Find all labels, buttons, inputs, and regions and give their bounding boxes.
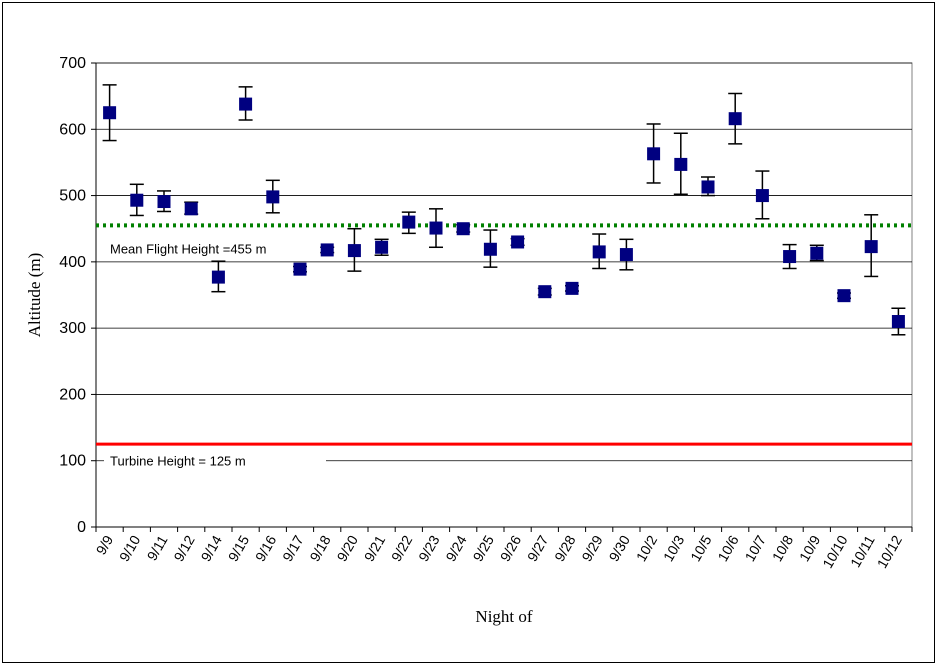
data-point	[347, 244, 361, 258]
x-tick-label: 10/12	[874, 532, 905, 571]
x-axis-ticks: 9/9 9/10 9/11 9/12 9/14 9/15 9/16 9/17 9/18 9/20 9…	[93, 527, 913, 571]
data-point	[511, 235, 525, 249]
x-tick-label: 9/30	[606, 532, 634, 564]
x-axis-title: Night of	[475, 607, 532, 626]
x-tick-label: 9/15	[225, 532, 253, 564]
x-tick-label: 9/21	[361, 532, 389, 564]
x-tick-label: 9/20	[334, 532, 362, 564]
data-point	[592, 245, 606, 259]
x-tick-label: 9/18	[306, 532, 334, 564]
data-point	[538, 285, 552, 299]
data-point	[429, 221, 443, 235]
x-tick-label: 9/28	[551, 532, 579, 564]
y-tick-label: 600	[59, 121, 86, 138]
data-point	[103, 106, 117, 120]
y-axis-ticks: 0 100 200 300 400 500 600 700	[59, 55, 96, 536]
x-tick-label: 9/11	[144, 532, 171, 563]
data-point	[375, 240, 389, 254]
y-axis-title: Altitude (m)	[25, 253, 44, 338]
turbine-label-background	[104, 451, 326, 472]
y-tick-label: 300	[59, 320, 86, 337]
data-point	[647, 147, 661, 161]
data-point	[891, 315, 905, 329]
x-tick-label: 10/3	[660, 532, 688, 564]
data-point	[293, 262, 307, 276]
x-tick-label: 9/14	[198, 532, 226, 564]
x-tick-label: 9/22	[388, 532, 416, 564]
data-point	[701, 180, 715, 194]
x-tick-label: 10/5	[687, 532, 715, 564]
data-point	[239, 97, 253, 111]
data-point	[320, 243, 334, 257]
data-point	[619, 248, 633, 262]
data-point	[211, 270, 225, 284]
data-point	[674, 157, 688, 171]
data-point	[483, 242, 497, 256]
x-tick-label: 9/23	[415, 532, 443, 564]
x-tick-label: 9/24	[442, 532, 470, 564]
data-point	[864, 240, 878, 254]
x-tick-label: 10/8	[769, 532, 797, 564]
plot-area	[95, 62, 913, 528]
data-point	[755, 189, 769, 203]
x-tick-label: 10/11	[847, 532, 878, 570]
x-tick-label: 9/12	[170, 532, 198, 564]
x-tick-label: 9/27	[524, 532, 552, 564]
y-tick-label: 100	[59, 453, 86, 470]
x-tick-label: 10/7	[742, 532, 770, 564]
x-tick-label: 10/9	[796, 532, 824, 564]
x-tick-label: 9/10	[116, 532, 144, 564]
data-point	[130, 193, 144, 207]
error-bars	[102, 84, 906, 336]
x-tick-label: 10/6	[714, 532, 742, 564]
turbine-height-label: Turbine Height = 125 m	[110, 454, 246, 469]
x-tick-label: 10/2	[633, 532, 661, 564]
x-tick-label: 9/17	[279, 532, 307, 564]
data-point	[565, 281, 579, 295]
x-tick-label: 9/29	[578, 532, 606, 564]
data-point	[456, 222, 470, 236]
x-tick-label: 9/16	[252, 532, 280, 564]
y-tick-label: 200	[59, 386, 86, 403]
data-point	[728, 112, 742, 126]
data-markers	[103, 97, 905, 329]
x-tick-label: 9/26	[497, 532, 525, 564]
data-point	[837, 289, 851, 303]
data-point	[157, 195, 171, 209]
y-tick-label: 500	[59, 188, 86, 205]
gridlines	[96, 62, 912, 462]
x-tick-label: 9/25	[470, 532, 498, 564]
data-point	[184, 202, 198, 216]
y-tick-label: 700	[59, 55, 86, 72]
mean-flight-height-label: Mean Flight Height =455 m	[110, 241, 266, 256]
reference-lines: Mean Flight Height =455 m Turbine Height …	[96, 223, 912, 472]
x-tick-label: 10/10	[819, 532, 850, 571]
data-point	[783, 250, 797, 264]
x-tick-label: 9/9	[93, 532, 117, 557]
y-tick-label: 0	[77, 519, 86, 536]
data-point	[810, 246, 824, 260]
data-point	[402, 215, 416, 229]
y-tick-label: 400	[59, 254, 86, 271]
data-point	[266, 190, 280, 204]
